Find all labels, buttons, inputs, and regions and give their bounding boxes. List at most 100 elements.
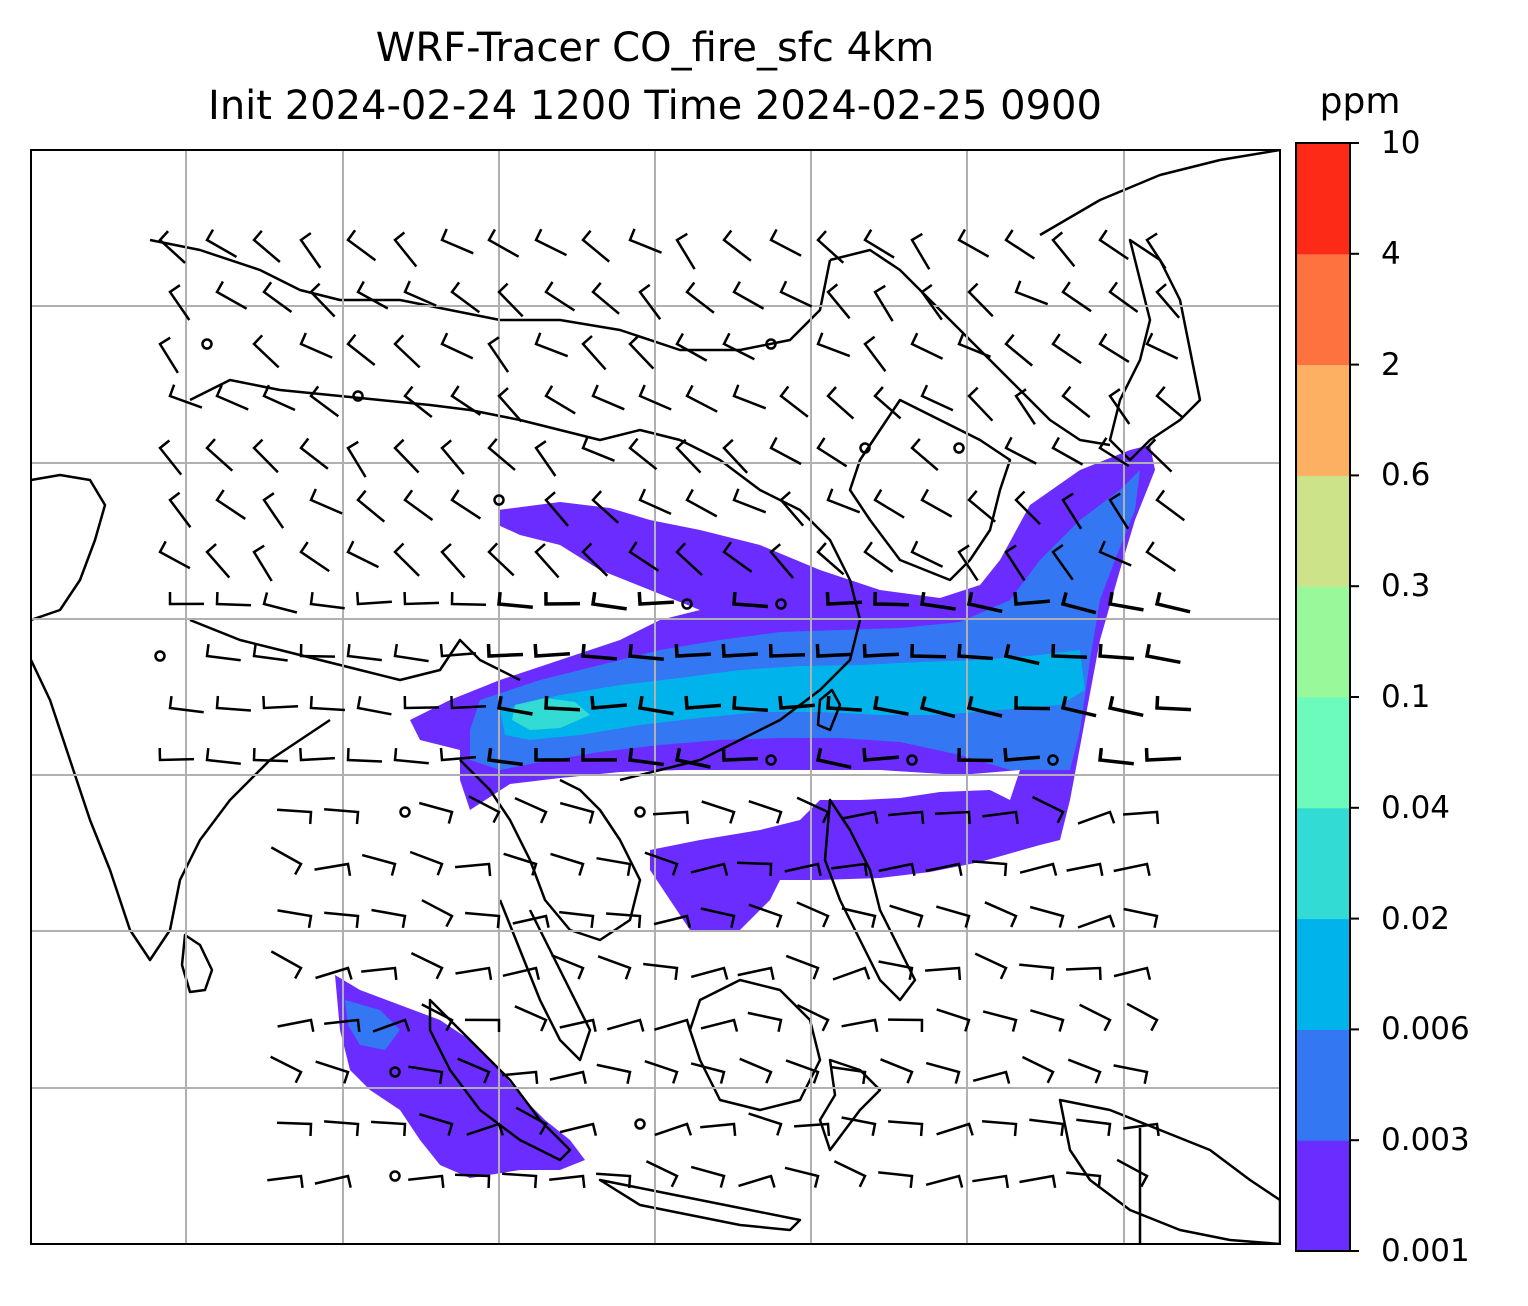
- wind-barb: [581, 436, 615, 462]
- wind-barb: [299, 437, 329, 470]
- colorbar-tick-label: 0.02: [1381, 900, 1451, 937]
- wind-barb: [393, 747, 429, 765]
- wind-barb: [1004, 544, 1026, 582]
- wind-barb: [1021, 1055, 1055, 1084]
- wind-barb: [299, 747, 335, 762]
- wind-barb: [315, 966, 353, 980]
- wind-barb: [722, 438, 749, 474]
- wind-barb: [497, 591, 533, 609]
- wind-barb: [1014, 280, 1049, 306]
- wind-calm-marker: [765, 338, 777, 350]
- wind-barb: [355, 591, 392, 606]
- wind-barb: [826, 695, 863, 712]
- wind-barb: [262, 695, 299, 710]
- wind-barb: [205, 228, 238, 258]
- wind-barbs: [154, 228, 1192, 1189]
- chart-title-line-1: WRF-Tracer CO_fire_sfc 4km: [375, 25, 935, 71]
- wind-barb: [748, 1112, 783, 1136]
- wind-barb: [967, 282, 994, 318]
- wind-barb: [270, 846, 303, 876]
- plume-peak-0.02: [512, 698, 590, 730]
- wind-barb: [1107, 695, 1144, 718]
- wind-barb: [1013, 591, 1051, 606]
- wind-barb: [544, 281, 576, 312]
- wind-barb: [722, 332, 755, 361]
- wind-barb: [826, 283, 851, 320]
- wind-barb: [215, 695, 251, 712]
- wind-barb: [544, 695, 581, 712]
- wind-barb: [591, 384, 625, 411]
- wind-barb: [361, 966, 398, 981]
- wind-calm-marker: [634, 806, 646, 818]
- wind-barb: [920, 488, 953, 518]
- wind-barb: [910, 232, 931, 270]
- wind-barb: [878, 960, 914, 981]
- wind-barb: [1061, 492, 1083, 530]
- wind-barb: [544, 385, 576, 415]
- wind-barb: [450, 385, 481, 416]
- wind-barb: [299, 332, 333, 359]
- wind-barb: [215, 384, 249, 411]
- wind-barb: [168, 384, 203, 409]
- wind-barb: [1098, 540, 1132, 567]
- wind-barb: [403, 489, 434, 522]
- coastline-sumatra: [428, 998, 572, 1162]
- wind-barb: [512, 914, 550, 928]
- wind-barb: [779, 491, 805, 527]
- wind-barb: [403, 591, 440, 606]
- wind-barb: [559, 801, 595, 824]
- wind-barb: [637, 591, 674, 606]
- wind-barb: [957, 747, 994, 763]
- wind-barb: [534, 440, 557, 477]
- wind-barb: [1066, 1171, 1102, 1189]
- wind-barb: [393, 643, 429, 663]
- wind-barb: [957, 228, 990, 258]
- wind-barb: [1051, 436, 1084, 466]
- wind-barb: [982, 1010, 1018, 1032]
- wind-barb: [439, 747, 477, 762]
- wind-barb: [1060, 591, 1097, 615]
- wind-barb: [831, 862, 868, 877]
- coastline-sulawesi: [818, 1058, 882, 1152]
- wind-barb: [873, 386, 902, 420]
- wind-barb: [967, 489, 996, 523]
- wind-barb: [685, 488, 718, 518]
- wind-barb: [628, 437, 658, 471]
- wind-barb: [486, 643, 524, 658]
- wind-barb: [534, 543, 560, 579]
- wind-barb: [450, 591, 487, 606]
- wind-barb: [1060, 695, 1097, 718]
- wind-barb: [205, 643, 241, 662]
- wind-barb: [887, 1018, 924, 1033]
- wind-barb: [736, 861, 773, 877]
- wind-barb: [1098, 229, 1129, 261]
- wind-barb: [1014, 490, 1041, 525]
- wind-barb: [502, 966, 541, 980]
- wind-barb: [277, 909, 313, 929]
- wind-barb: [1155, 385, 1184, 419]
- wind-barb: [769, 228, 802, 257]
- wind-barb: [262, 281, 293, 314]
- wind-barb: [455, 966, 493, 981]
- wind-barb: [816, 332, 851, 358]
- wind-barb: [450, 489, 482, 520]
- wind-barb: [581, 643, 618, 661]
- wind-barb: [833, 1160, 867, 1188]
- wind-barb: [920, 384, 954, 412]
- wind-barb: [371, 908, 407, 929]
- colorbar-tick-label: 10: [1381, 125, 1421, 161]
- wind-barb: [1077, 810, 1116, 825]
- wind-barb: [732, 695, 769, 713]
- wind-barb: [1144, 747, 1182, 762]
- wind-barb: [487, 336, 510, 373]
- wind-barb: [888, 1120, 924, 1137]
- wind-barb: [653, 810, 690, 825]
- wind-barb: [1098, 643, 1135, 661]
- wind-barb: [638, 384, 672, 411]
- wind-calm-marker: [493, 494, 505, 506]
- wind-barb: [785, 954, 820, 980]
- wind-barb: [440, 332, 474, 360]
- wind-barb: [878, 862, 916, 877]
- wind-barb: [356, 489, 386, 523]
- wind-barb: [722, 229, 752, 262]
